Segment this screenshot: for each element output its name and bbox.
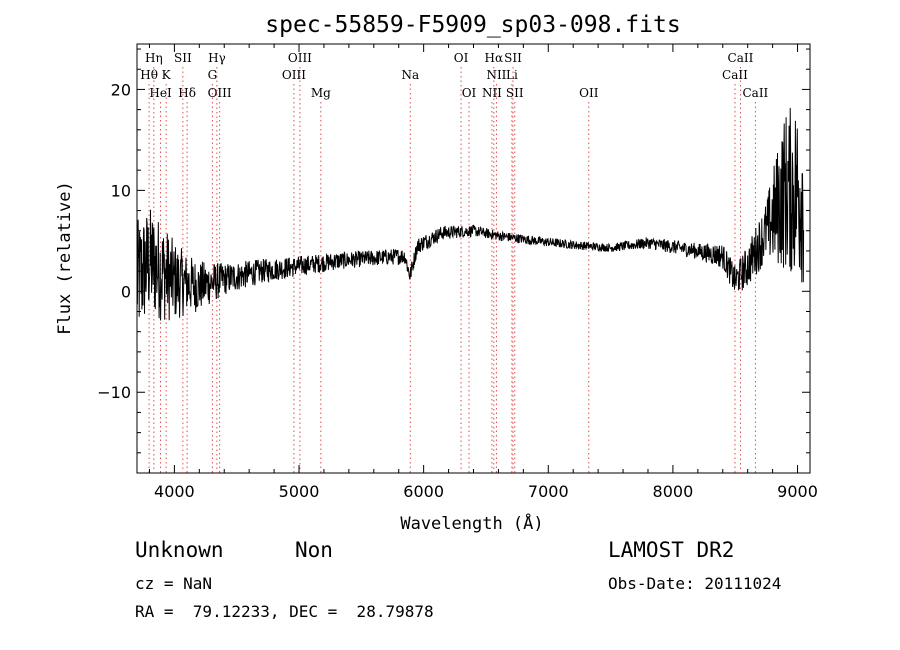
spectral-line-label: SII: [174, 51, 192, 65]
axes: 4000 5000 6000 7000 8000 9000 −10 0 10 20: [97, 44, 818, 501]
x-tick-label: 6000: [403, 482, 444, 501]
spectral-line-label: CaII: [742, 86, 768, 100]
y-axis-label: Flux (relative): [55, 181, 75, 335]
spectral-line-label: Hδ: [178, 86, 196, 100]
spectral-line-label: Li: [506, 68, 518, 82]
cz-value: cz = NaN: [135, 574, 213, 593]
spectral-line-label: NII: [482, 86, 502, 100]
chart-title: spec-55859-F5909_sp03-098.fits: [265, 12, 680, 38]
x-tick-label: 9000: [777, 482, 818, 501]
spectral-line-label: Hη: [145, 51, 163, 65]
x-tick-label: 7000: [528, 482, 569, 501]
spectral-line-label: Mg: [311, 86, 331, 100]
spectral-line-label: CaII: [722, 68, 748, 82]
obs-date: Obs-Date: 20111024: [608, 574, 782, 593]
spectral-line-label: OI: [462, 86, 477, 100]
survey-label: LAMOST DR2: [608, 538, 735, 562]
y-tick-label: 0: [121, 282, 131, 301]
spectral-line-label: OI: [454, 51, 469, 65]
spectral-line-label: Hθ: [140, 68, 158, 82]
spectral-line-label: OIII: [288, 51, 312, 65]
spectral-line-label: OIII: [208, 86, 232, 100]
x-axis-label: Wavelength (Å): [400, 512, 543, 534]
y-tick-label: 10: [111, 181, 131, 200]
spectral-line-label: NII: [486, 68, 506, 82]
x-tick-label: 5000: [279, 482, 320, 501]
spectral-line-label: SII: [504, 51, 522, 65]
x-tick-label: 8000: [653, 482, 694, 501]
x-tick-label: 4000: [154, 482, 195, 501]
y-tick-label: −10: [97, 383, 131, 402]
spectral-line-label: CaII: [728, 51, 754, 65]
spectrum-line: [136, 107, 805, 321]
class-label: Unknown: [135, 538, 224, 562]
spectral-line-label: Hγ: [208, 51, 226, 65]
spectral-line-label: OII: [579, 86, 599, 100]
subclass-label: Non: [295, 538, 333, 562]
spectral-line-label: G: [208, 68, 218, 82]
spectral-line-label: Hα: [485, 51, 504, 65]
spectral-line-label: HeI: [149, 86, 172, 100]
spectral-line-label: Na: [401, 68, 419, 82]
spectral-line-label: OIII: [282, 68, 306, 82]
spectral-line-label: K: [162, 68, 172, 82]
spectral-line-label: SII: [506, 86, 524, 100]
coordinates: RA = 79.12233, DEC = 28.79878: [135, 602, 434, 621]
y-tick-label: 20: [111, 80, 131, 99]
